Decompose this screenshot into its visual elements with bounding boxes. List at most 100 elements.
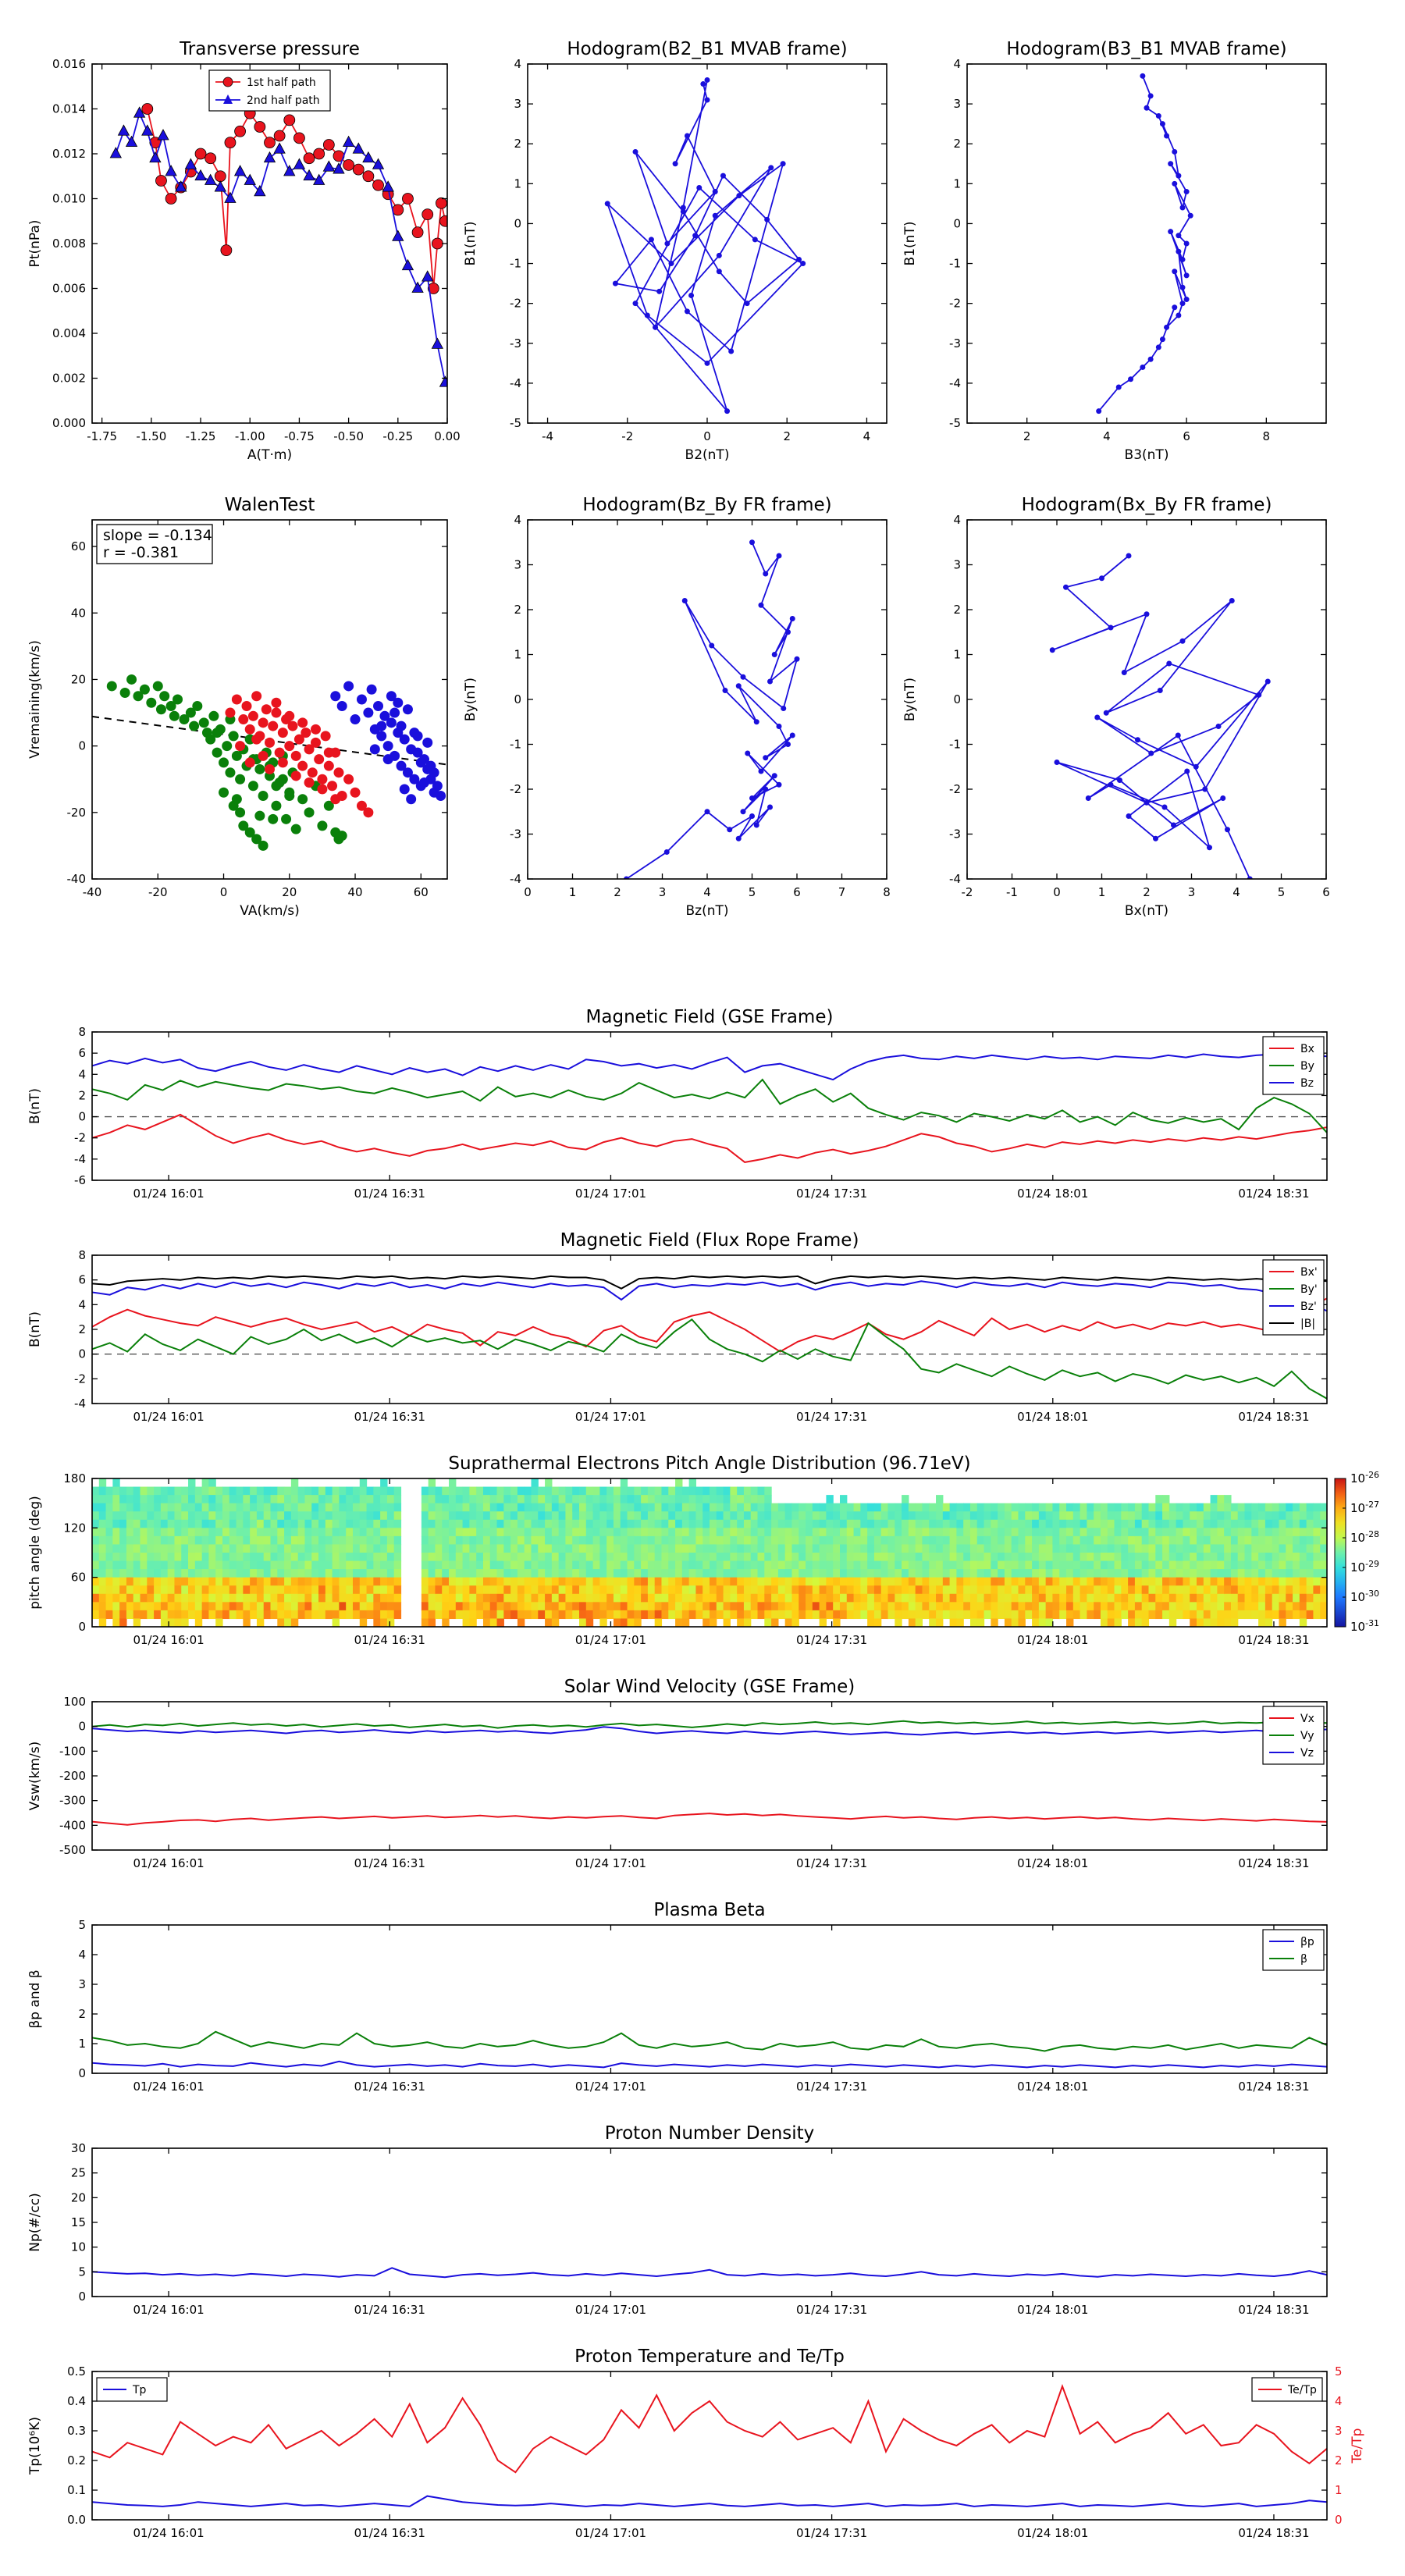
- heatmap-cell: [819, 1569, 827, 1578]
- heatmap-cell: [160, 1610, 169, 1620]
- heatmap-cell: [833, 1528, 841, 1537]
- heatmap-cell: [867, 1585, 875, 1595]
- heatmap-cell: [592, 1593, 600, 1603]
- heatmap-cell: [551, 1486, 560, 1496]
- bgse-title: Magnetic Field (GSE Frame): [586, 1007, 834, 1027]
- heatmap-cell: [256, 1577, 265, 1586]
- heatmap-cell: [1224, 1560, 1232, 1570]
- heatmap-cell: [304, 1577, 312, 1586]
- heatmap-cell: [915, 1560, 923, 1570]
- heatmap-cell: [908, 1593, 916, 1603]
- heatmap-cell: [812, 1593, 820, 1603]
- heatmap-cell: [641, 1602, 649, 1611]
- heatmap-cell: [1134, 1610, 1143, 1620]
- heatmap-cell: [806, 1577, 813, 1586]
- heatmap-cell: [702, 1495, 710, 1504]
- heatmap-cell: [380, 1486, 388, 1496]
- heatmap-cell: [1128, 1577, 1136, 1586]
- data-point: [304, 744, 315, 755]
- heatmap-cell: [1045, 1519, 1054, 1528]
- heatmap-cell: [243, 1495, 251, 1504]
- heatmap-cell: [606, 1560, 614, 1570]
- heatmap-cell: [1293, 1585, 1300, 1595]
- data-point: [436, 197, 447, 209]
- heatmap-cell: [1217, 1519, 1225, 1528]
- heatmap-cell: [1299, 1519, 1307, 1528]
- heatmap-cell: [606, 1519, 614, 1528]
- heatmap-cell: [1176, 1503, 1184, 1512]
- heatmap-cell: [201, 1593, 210, 1603]
- heatmap-cell: [956, 1569, 964, 1578]
- heatmap-cell: [256, 1618, 265, 1627]
- heatmap-cell: [284, 1610, 292, 1620]
- heatmap-cell: [1107, 1593, 1115, 1603]
- heatmap-cell: [1237, 1560, 1246, 1570]
- heatmap-cell: [1155, 1602, 1163, 1611]
- heatmap-cell: [386, 1511, 395, 1521]
- data-point: [1193, 763, 1199, 770]
- heatmap-cell: [1176, 1553, 1184, 1562]
- np-xtick-label: 01/24 16:31: [354, 2303, 425, 2317]
- heatmap-cell: [634, 1602, 642, 1611]
- heatmap-cell: [538, 1602, 546, 1611]
- data-point: [780, 161, 786, 167]
- heatmap-cell: [1313, 1593, 1321, 1603]
- heatmap-cell: [1004, 1610, 1012, 1620]
- heatmap-cell: [1313, 1511, 1321, 1521]
- heatmap-cell: [873, 1519, 882, 1528]
- heatmap-cell: [469, 1569, 477, 1578]
- heatmap-cell: [579, 1495, 587, 1504]
- heatmap-cell: [702, 1535, 710, 1546]
- heatmap-cell: [222, 1577, 230, 1586]
- heatmap-cell: [1011, 1544, 1019, 1553]
- data-point: [194, 148, 207, 160]
- heatmap-cell: [167, 1618, 176, 1627]
- heatmap-cell: [421, 1486, 429, 1496]
- heatmap-cell: [1038, 1503, 1047, 1512]
- heatmap-cell: [710, 1511, 717, 1521]
- heatmap-cell: [442, 1602, 450, 1611]
- heatmap-cell: [1052, 1535, 1060, 1546]
- data-point: [1159, 336, 1165, 343]
- hodo_b3b1-title: Hodogram(B3_B1 MVAB frame): [1006, 39, 1286, 59]
- heatmap-cell: [668, 1544, 676, 1553]
- heatmap-cell: [998, 1528, 1005, 1537]
- walen-xlabel: VA(km/s): [240, 903, 299, 919]
- heatmap-cell: [250, 1495, 258, 1504]
- heatmap-cell: [140, 1610, 148, 1620]
- heatmap-cell: [496, 1618, 504, 1627]
- heatmap-cell: [908, 1553, 916, 1562]
- heatmap-cell: [154, 1511, 162, 1521]
- heatmap-cell: [1018, 1544, 1026, 1553]
- heatmap-cell: [681, 1618, 690, 1627]
- heatmap-cell: [572, 1495, 580, 1504]
- heatmap-cell: [1148, 1511, 1156, 1521]
- heatmap-cell: [1237, 1610, 1246, 1620]
- heatmap-cell: [902, 1519, 909, 1528]
- heatmap-cell: [545, 1577, 553, 1586]
- heatmap-cell: [634, 1486, 642, 1496]
- heatmap-cell: [428, 1535, 436, 1546]
- heatmap-cell: [503, 1544, 511, 1553]
- heatmap-cell: [1072, 1602, 1081, 1611]
- heatmap-cell: [998, 1553, 1005, 1562]
- heatmap-cell: [880, 1560, 889, 1570]
- heatmap-cell: [167, 1593, 176, 1603]
- heatmap-cell: [777, 1535, 786, 1546]
- heatmap-cell: [887, 1528, 895, 1537]
- np-ytick-label: 10: [71, 2240, 86, 2254]
- heatmap-cell: [1032, 1593, 1040, 1603]
- heatmap-cell: [949, 1593, 957, 1603]
- heatmap-cell: [585, 1560, 594, 1570]
- heatmap-cell: [963, 1593, 971, 1603]
- heatmap-cell: [867, 1544, 875, 1553]
- heatmap-cell: [140, 1585, 148, 1595]
- heatmap-cell: [510, 1560, 518, 1570]
- heatmap-cell: [1162, 1610, 1170, 1620]
- heatmap-cell: [126, 1569, 134, 1578]
- heatmap-cell: [126, 1544, 134, 1553]
- heatmap-cell: [627, 1602, 635, 1611]
- heatmap-cell: [160, 1560, 169, 1570]
- hodo_b3b1-xlabel: B3(nT): [1125, 447, 1169, 463]
- heatmap-cell: [1258, 1503, 1266, 1512]
